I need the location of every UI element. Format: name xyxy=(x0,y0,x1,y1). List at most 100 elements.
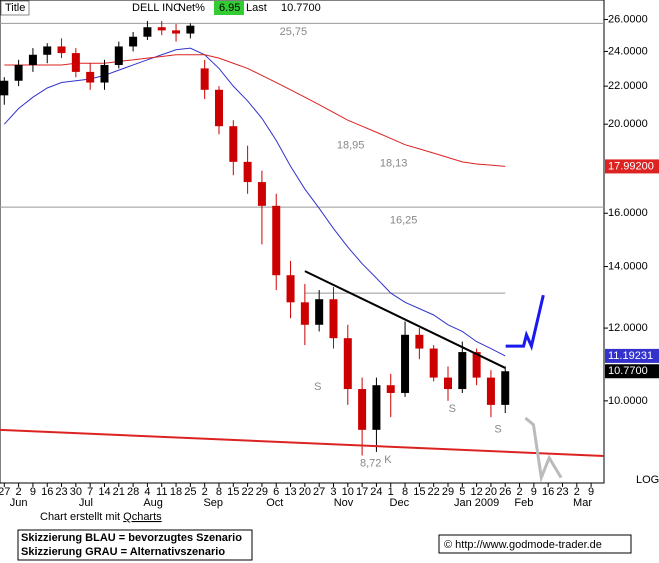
month-label: Jul xyxy=(79,497,93,509)
credit-link[interactable]: Qcharts xyxy=(123,511,162,523)
candle-body xyxy=(472,352,481,378)
candle-body xyxy=(43,46,52,55)
candle-body xyxy=(358,389,367,430)
x-tick-label: 1 xyxy=(388,486,394,498)
x-tick-label: 5 xyxy=(459,486,465,498)
last-value-label: 11.19231 xyxy=(608,350,653,362)
annotation: S xyxy=(494,424,501,436)
legend-gray: Skizzierung GRAU = Alternativszenario xyxy=(21,546,225,558)
x-tick-label: 30 xyxy=(70,486,82,498)
last-value-box xyxy=(605,364,659,379)
x-tick-label: 2 xyxy=(16,486,22,498)
last-value-box xyxy=(605,159,659,174)
x-tick-label: 29 xyxy=(442,486,454,498)
candle-body xyxy=(329,299,338,339)
candle-body xyxy=(186,25,195,34)
x-tick-label: 16 xyxy=(41,486,53,498)
net-label: Net% xyxy=(178,2,205,14)
month-label: Jan 2009 xyxy=(454,497,499,509)
x-tick-label: 8 xyxy=(216,486,222,498)
legend-box xyxy=(17,529,253,561)
x-tick-label: 7 xyxy=(87,486,93,498)
annotation: 25,75 xyxy=(280,26,308,38)
moving-average xyxy=(4,54,506,167)
month-label: Aug xyxy=(143,497,163,509)
y-tick-label: 20.0000 xyxy=(608,118,648,130)
candle-body xyxy=(300,302,309,325)
x-tick-label: 9 xyxy=(30,486,36,498)
x-tick-label: 17 xyxy=(356,486,368,498)
y-tick-label: 22.0000 xyxy=(608,80,648,92)
annotation: 18,95 xyxy=(337,140,365,152)
month-label: Jun xyxy=(10,497,28,509)
annotation: 18,13 xyxy=(380,157,408,169)
x-tick-label: 2 xyxy=(202,486,208,498)
y-tick-label: 10.0000 xyxy=(608,395,648,407)
x-tick-label: 22 xyxy=(241,486,253,498)
candle-body xyxy=(343,338,352,390)
candle-body xyxy=(272,205,281,276)
credit-text: Chart erstellt mit xyxy=(40,511,123,523)
x-tick-label: 29 xyxy=(256,486,268,498)
x-tick-label: 15 xyxy=(413,486,425,498)
x-tick-label: 20 xyxy=(485,486,497,498)
last-value-label: 10.7700 xyxy=(608,365,648,377)
x-tick-label: 12 xyxy=(470,486,482,498)
month-label: Feb xyxy=(514,497,533,509)
x-tick-label: 14 xyxy=(98,486,110,498)
candle-body xyxy=(386,385,395,393)
x-tick-label: 8 xyxy=(402,486,408,498)
x-tick-label: 2 xyxy=(574,486,580,498)
x-tick-label: 23 xyxy=(556,486,568,498)
candle-body xyxy=(458,352,467,390)
candle-body xyxy=(257,182,266,206)
month-label: Sep xyxy=(203,497,223,509)
scale-label: LOG xyxy=(636,474,659,486)
candle-body xyxy=(114,46,123,65)
candle-body xyxy=(429,348,438,378)
candle-body xyxy=(200,68,209,90)
last-value: 10.7700 xyxy=(281,2,321,14)
annotation: K xyxy=(384,454,392,466)
annotation: 8,72 xyxy=(360,457,381,469)
x-tick-label: 2 xyxy=(516,486,522,498)
trendline xyxy=(0,428,605,457)
candle-body xyxy=(486,377,495,405)
last-value-label: 17.99200 xyxy=(608,160,654,172)
x-tick-label: 24 xyxy=(370,486,382,498)
y-tick-label: 24.0000 xyxy=(608,45,648,57)
annotation: 16,25 xyxy=(390,215,418,227)
x-tick-label: 27 xyxy=(0,486,10,498)
annotation: S xyxy=(449,403,456,415)
month-label: Dec xyxy=(390,497,410,509)
candle-body xyxy=(501,371,510,405)
x-tick-label: 4 xyxy=(144,486,150,498)
month-label: Nov xyxy=(334,497,354,509)
candle-body xyxy=(157,27,166,31)
x-tick-label: 21 xyxy=(113,486,125,498)
x-tick-label: 11 xyxy=(156,486,167,498)
candle-body xyxy=(214,89,223,127)
title-box-text: Title xyxy=(5,2,25,14)
candle-body xyxy=(14,64,23,81)
y-tick-label: 12.0000 xyxy=(608,322,648,334)
source: © http://www.godmode-trader.de xyxy=(444,539,602,551)
candle-body xyxy=(0,80,9,96)
x-tick-label: 13 xyxy=(284,486,296,498)
x-tick-label: 9 xyxy=(588,486,594,498)
candle-body xyxy=(315,299,324,325)
month-label: Mar xyxy=(573,497,592,509)
title-box xyxy=(0,0,30,16)
source-box xyxy=(438,534,632,554)
candle-body xyxy=(415,334,424,349)
x-tick-label: 25 xyxy=(184,486,196,498)
candle-body xyxy=(71,53,80,72)
x-tick-label: 6 xyxy=(273,486,279,498)
legend-blue: Skizzierung BLAU = bevorzugtes Szenario xyxy=(21,532,242,544)
candle-body xyxy=(243,161,252,183)
candle-body xyxy=(286,275,295,303)
net-box xyxy=(214,1,244,15)
x-tick-label: 26 xyxy=(499,486,511,498)
candle-body xyxy=(129,36,138,47)
